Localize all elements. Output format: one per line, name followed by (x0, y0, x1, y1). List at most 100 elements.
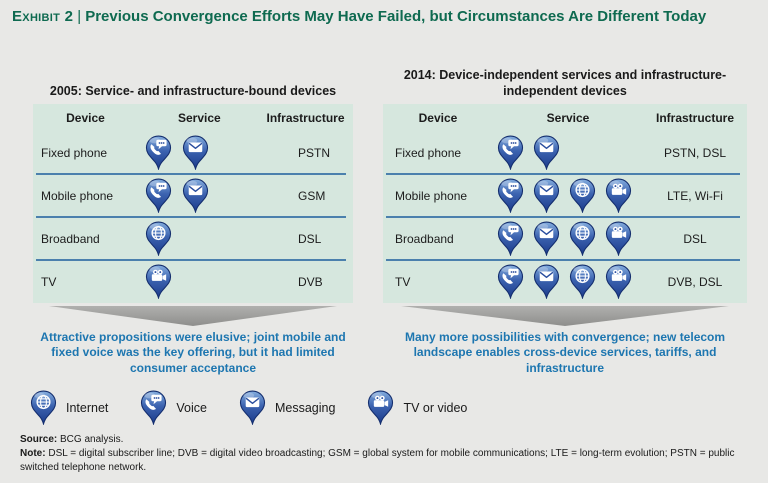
note-text: DSL = digital subscriber line; DVB = dig… (20, 448, 735, 474)
note-label: Note: (20, 448, 46, 460)
infrastructure-value: GSM (298, 188, 326, 203)
column-header-device: Device (418, 110, 458, 125)
panel-2014-heading: 2014: Device-independent services and in… (403, 67, 727, 98)
legend-item-internet: Internet (30, 390, 108, 425)
legend-item-tv: TV or video (367, 390, 467, 425)
panel-2014: 2014: Device-independent services and in… (383, 64, 747, 376)
service-icons (138, 178, 258, 213)
column-header-service: Service (178, 110, 221, 125)
title-text: Previous Convergence Efforts May Have Fa… (85, 8, 707, 25)
legend-label: Voice (176, 400, 207, 415)
table-header-row: Device Service Infrastructure (383, 104, 747, 131)
table-row: TV (383, 259, 747, 303)
table-row: Fixed phone PSTN (33, 131, 353, 174)
panel-2014-caption: Many more possibilities with convergence… (404, 330, 726, 375)
voice-icon (497, 178, 524, 213)
icon-legend: Internet Voice Messaging (30, 390, 467, 425)
voice-icon (497, 264, 524, 299)
device-label: Fixed phone (395, 145, 462, 160)
panel-2005-caption: Attractive propositions were elusive; jo… (40, 330, 346, 375)
table-row: Mobile phone (383, 173, 747, 217)
device-label: Mobile phone (395, 188, 468, 203)
service-icons (138, 264, 258, 299)
source-text: BCG analysis. (60, 434, 124, 445)
internet-icon (569, 178, 596, 213)
infrastructure-value: DVB (298, 274, 323, 289)
legend-item-voice: Voice (140, 390, 207, 425)
table-header-row: Device Service Infrastructure (33, 104, 353, 131)
source-note: Source: BCG analysis. Note: DSL = digita… (20, 433, 744, 476)
page-title: Exhibit 2 | Previous Convergence Efforts M… (12, 7, 746, 27)
service-icons (138, 135, 258, 170)
device-label: Broadband (41, 231, 100, 246)
column-header-device: Device (66, 110, 105, 125)
down-arrow-icon (383, 305, 747, 326)
tv-icon (605, 264, 632, 299)
messaging-icon (533, 135, 560, 170)
messaging-icon (533, 178, 560, 213)
panel-2005-heading: 2005: Service- and infrastructure-bound … (49, 83, 337, 98)
messaging-icon (533, 264, 560, 299)
internet-icon (145, 221, 172, 256)
table-row: Broadband (383, 216, 747, 260)
infrastructure-value: LTE, Wi-Fi (667, 188, 723, 203)
device-label: Broadband (395, 231, 454, 246)
internet-icon (569, 221, 596, 256)
voice-icon (497, 221, 524, 256)
infrastructure-value: PSTN (298, 145, 331, 160)
legend-label: Internet (66, 400, 109, 415)
messaging-icon (239, 390, 266, 425)
tv-pin-icon (367, 390, 394, 425)
table-row: Fixed phone PSTN, DSL (383, 131, 747, 174)
internet-icon (569, 264, 596, 299)
down-arrow-icon (33, 305, 353, 326)
device-label: TV (395, 274, 411, 289)
tv-icon (605, 221, 632, 256)
infrastructure-value: DSL (298, 231, 322, 246)
service-icons (493, 264, 643, 299)
voice-icon (141, 390, 167, 425)
table-row: Broadband DSL (33, 216, 353, 260)
tv-icon (605, 178, 632, 213)
service-icons (493, 178, 643, 213)
service-icons (493, 135, 643, 170)
note-line: Note: DSL = digital subscriber line; DVB… (20, 447, 744, 475)
column-header-infrastructure: Infrastructure (266, 110, 345, 125)
voice-icon (497, 135, 524, 170)
exhibit-label: Exhibit 2 (12, 8, 74, 25)
messaging-pin-icon (239, 390, 266, 425)
legend-label: Messaging (274, 400, 336, 415)
panel-2014-table: Device Service Infrastructure Fixed phon… (383, 104, 747, 303)
tv-icon (368, 390, 394, 425)
table-row: TV DVB (33, 259, 353, 303)
messaging-icon (182, 135, 209, 170)
source-line: Source: BCG analysis. (20, 433, 744, 447)
infrastructure-value: DSL (683, 231, 707, 246)
title-separator: | (77, 8, 82, 25)
panel-2005-table: Device Service Infrastructure Fixed phon… (33, 104, 353, 303)
tv-icon (145, 264, 172, 299)
comparison-columns: 2005: Service- and infrastructure-bound … (33, 64, 747, 376)
legend-item-messaging: Messaging (239, 390, 335, 425)
infrastructure-value: PSTN, DSL (663, 145, 726, 160)
device-label: TV (41, 274, 57, 289)
messaging-icon (182, 178, 209, 213)
messaging-icon (533, 221, 560, 256)
column-header-infrastructure: Infrastructure (655, 110, 735, 125)
voice-pin-icon (140, 390, 167, 425)
voice-icon (145, 135, 172, 170)
column-header-service: Service (546, 110, 590, 125)
device-label: Mobile phone (41, 188, 114, 203)
source-label: Source: (20, 434, 58, 445)
internet-icon (30, 390, 57, 425)
panel-2005: 2005: Service- and infrastructure-bound … (33, 64, 353, 376)
table-row: Mobile phone GSM (33, 173, 353, 217)
internet-pin-icon (30, 390, 57, 425)
voice-icon (145, 178, 172, 213)
device-label: Fixed phone (41, 145, 108, 160)
infrastructure-value: DVB, DSL (667, 274, 723, 289)
service-icons (138, 221, 258, 256)
service-icons (493, 221, 643, 256)
legend-label: TV or video (403, 400, 468, 415)
